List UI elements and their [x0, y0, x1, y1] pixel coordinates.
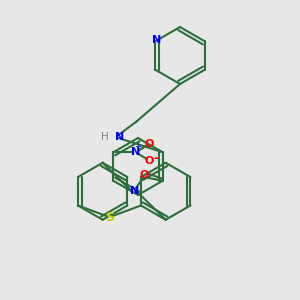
- Text: O: O: [140, 170, 149, 180]
- Text: +: +: [134, 142, 141, 151]
- Text: N: N: [130, 186, 139, 196]
- Text: O: O: [145, 139, 154, 149]
- Text: -: -: [153, 152, 158, 165]
- Text: N: N: [152, 35, 161, 45]
- Text: N: N: [116, 131, 125, 142]
- Text: S: S: [105, 211, 114, 224]
- Text: O: O: [145, 156, 154, 166]
- Text: N: N: [131, 147, 140, 157]
- Text: H: H: [101, 131, 109, 142]
